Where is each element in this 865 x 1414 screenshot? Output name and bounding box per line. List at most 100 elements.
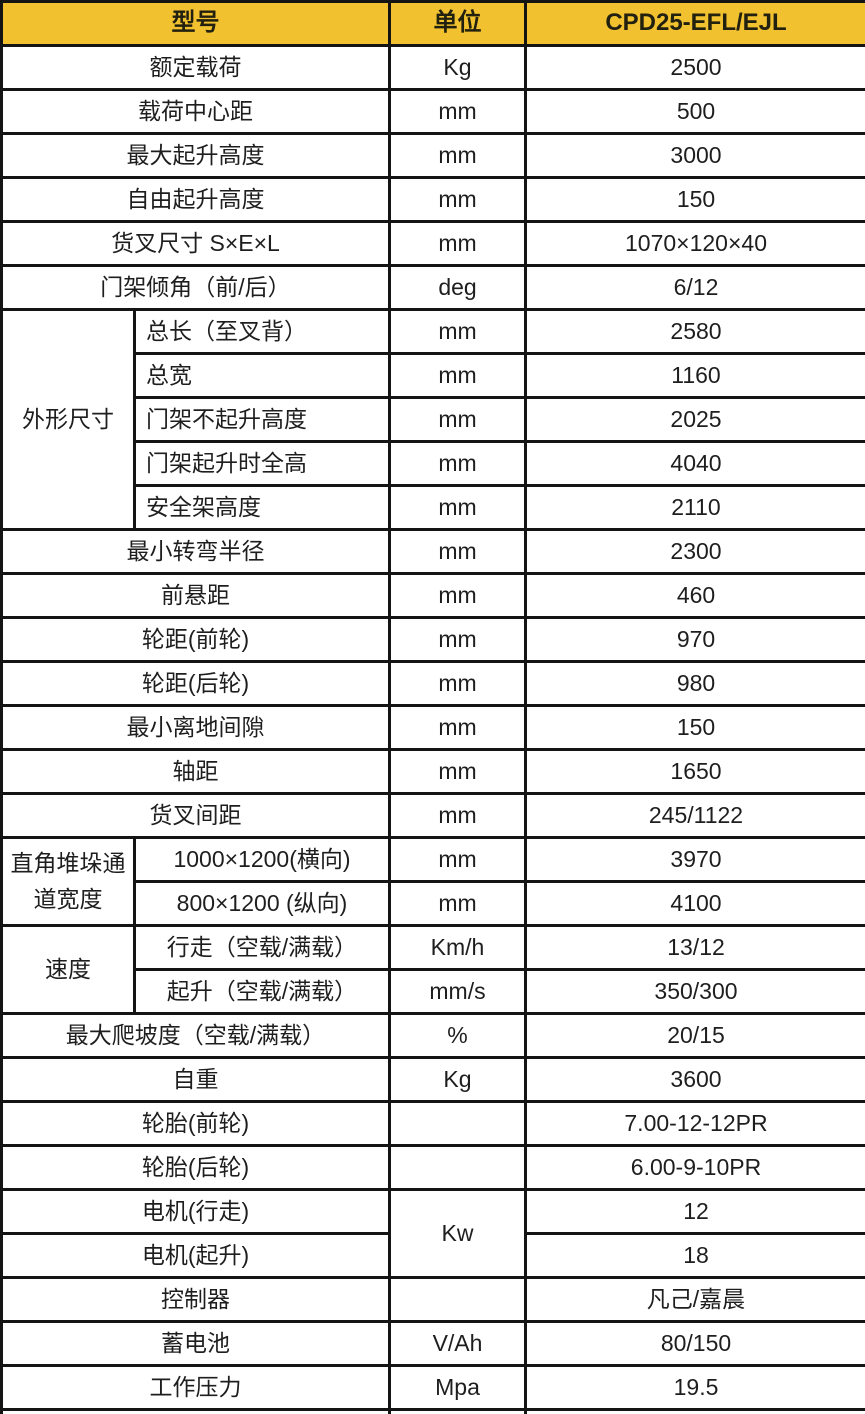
spec-value: 80/150	[524, 1320, 865, 1367]
spec-unit: mm/s	[388, 968, 527, 1015]
spec-sublabel: 总宽	[133, 352, 391, 399]
spec-value: 2500	[524, 44, 865, 91]
spec-row: 轮胎(后轮) 6.00-9-10PR	[0, 1144, 865, 1191]
spec-value: 2580	[524, 308, 865, 355]
spec-value: 245/1122	[524, 792, 865, 839]
clipped-label-cell	[0, 1408, 391, 1414]
spec-label: 门架倾角（前/后）	[0, 264, 391, 311]
spec-sublabel: 安全架高度	[133, 484, 391, 531]
header-model-label: 型号	[0, 0, 391, 47]
spec-label: 轮胎(前轮)	[0, 1100, 391, 1147]
clipped-value-cell	[524, 1408, 865, 1414]
spec-label: 蓄电池	[0, 1320, 391, 1367]
spec-label: 载荷中心距	[0, 88, 391, 135]
spec-row: 最小转弯半径 mm 2300	[0, 528, 865, 575]
spec-row: 直角堆垛通道宽度 1000×1200(横向) mm 3970	[0, 836, 865, 927]
spec-sublabel: 1000×1200(横向)	[133, 836, 391, 883]
spec-row: 额定载荷 Kg 2500	[0, 44, 865, 91]
spec-unit: V/Ah	[388, 1320, 527, 1367]
spec-unit: %	[388, 1012, 527, 1059]
spec-row: 蓄电池 V/Ah 80/150	[0, 1320, 865, 1367]
spec-row: 电机(起升) 18	[0, 1232, 865, 1279]
spec-unit: mm	[388, 220, 527, 267]
spec-value: 150	[524, 176, 865, 223]
spec-label: 最大起升高度	[0, 132, 391, 179]
spec-label: 控制器	[0, 1276, 391, 1323]
spec-unit	[388, 1276, 527, 1323]
spec-value: 2110	[524, 484, 865, 531]
spec-row: 最大爬坡度（空载/满载） % 20/15	[0, 1012, 865, 1059]
spec-row: 外形尺寸 总长（至叉背） mm 2580	[0, 308, 865, 531]
spec-label: 轮距(后轮)	[0, 660, 391, 707]
spec-row: 最大起升高度 mm 3000	[0, 132, 865, 179]
spec-label: 电机(起升)	[0, 1232, 391, 1279]
spec-unit: mm	[388, 352, 527, 399]
spec-unit	[388, 1100, 527, 1147]
spec-label: 工作压力	[0, 1364, 391, 1411]
spec-value: 350/300	[524, 968, 865, 1015]
spec-unit: mm	[388, 572, 527, 619]
spec-label: 货叉尺寸 S×E×L	[0, 220, 391, 267]
spec-unit: mm	[388, 704, 527, 751]
spec-sublabel: 行走（空载/满载）	[133, 924, 391, 971]
spec-row: 门架不起升高度 mm 2025	[2, 396, 865, 443]
spec-label: 最小转弯半径	[0, 528, 391, 575]
spec-value: 3600	[524, 1056, 865, 1103]
spec-value: 980	[524, 660, 865, 707]
spec-row: 货叉间距 mm 245/1122	[0, 792, 865, 839]
spec-value: 3000	[524, 132, 865, 179]
spec-sublabel: 总长（至叉背）	[133, 308, 391, 355]
motor-unit-merged: Kw	[388, 1188, 527, 1279]
spec-unit: Mpa	[388, 1364, 527, 1411]
group-label-aisle: 直角堆垛通道宽度	[0, 836, 136, 927]
spec-label: 自由起升高度	[0, 176, 391, 223]
spec-unit: mm	[388, 88, 527, 135]
spec-value: 18	[524, 1232, 865, 1279]
spec-label: 轮胎(后轮)	[0, 1144, 391, 1191]
spec-row: 自由起升高度 mm 150	[0, 176, 865, 223]
spec-value: 3970	[524, 836, 865, 883]
spec-value: 19.5	[524, 1364, 865, 1411]
spec-row: 安全架高度 mm 2110	[2, 484, 865, 531]
spec-sublabel: 800×1200 (纵向)	[133, 880, 391, 927]
spec-label: 轴距	[0, 748, 391, 795]
spec-label: 电机(行走)	[0, 1188, 391, 1235]
spec-row: 门架起升时全高 mm 4040	[2, 440, 865, 487]
spec-value: 20/15	[524, 1012, 865, 1059]
spec-row: 门架倾角（前/后） deg 6/12	[0, 264, 865, 311]
spec-row-clipped	[0, 1408, 865, 1414]
spec-unit: mm	[388, 176, 527, 223]
spec-unit: mm	[388, 792, 527, 839]
spec-unit: mm	[388, 880, 527, 927]
spec-row: 前悬距 mm 460	[0, 572, 865, 619]
spec-row: 载荷中心距 mm 500	[0, 88, 865, 135]
group-label-speed: 速度	[0, 924, 136, 1015]
spec-row: 轮距(前轮) mm 970	[0, 616, 865, 663]
spec-value: 1650	[524, 748, 865, 795]
spec-sublabel: 门架不起升高度	[133, 396, 391, 443]
header-row: 型号 单位 CPD25-EFL/EJL	[0, 0, 865, 47]
spec-sublabel: 起升（空载/满载）	[133, 968, 391, 1015]
clipped-unit-cell	[388, 1408, 527, 1414]
spec-unit: mm	[388, 440, 527, 487]
spec-row: 自重 Kg 3600	[0, 1056, 865, 1103]
spec-unit: Kg	[388, 1056, 527, 1103]
spec-unit: mm	[388, 836, 527, 883]
spec-unit: mm	[388, 396, 527, 443]
spec-row: 起升（空载/满载） mm/s 350/300	[2, 968, 865, 1015]
spec-unit: Km/h	[388, 924, 527, 971]
spec-label: 最大爬坡度（空载/满载）	[0, 1012, 391, 1059]
spec-value: 460	[524, 572, 865, 619]
spec-label: 轮距(前轮)	[0, 616, 391, 663]
header-model-value: CPD25-EFL/EJL	[524, 0, 865, 47]
spec-unit: mm	[388, 616, 527, 663]
spec-row: 控制器 凡己/嘉晨	[0, 1276, 865, 1323]
spec-unit: deg	[388, 264, 527, 311]
spec-label: 自重	[0, 1056, 391, 1103]
spec-value: 150	[524, 704, 865, 751]
spec-row: 轮胎(前轮) 7.00-12-12PR	[0, 1100, 865, 1147]
header-unit-label: 单位	[388, 0, 527, 47]
spec-value: 13/12	[524, 924, 865, 971]
spec-row: 速度 行走（空载/满载） Km/h 13/12	[0, 924, 865, 1015]
